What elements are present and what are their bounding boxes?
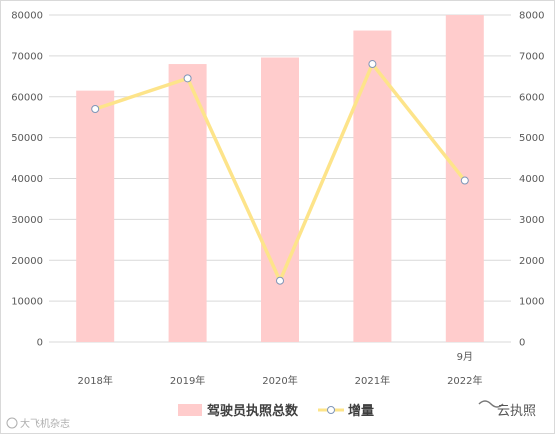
watermark-right-text: 云执照 xyxy=(497,404,536,419)
increment-point-2022年 xyxy=(460,176,469,185)
watermark-left: 大飞机杂志 xyxy=(6,417,70,430)
legend-label-line: 增量 xyxy=(348,403,374,419)
watermark-logo-icon xyxy=(6,417,18,429)
bar-2021年 xyxy=(353,30,392,342)
x-tick-label: 2022年 xyxy=(447,374,482,387)
y-left-tick-label: 60000 xyxy=(11,92,43,103)
y-right-tick-label: 3000 xyxy=(519,215,544,226)
bar-2019年 xyxy=(168,64,207,343)
y-left-tick-label: 20000 xyxy=(11,256,43,267)
legend-swatch-marker xyxy=(327,406,335,414)
y-left-tick-label: 80000 xyxy=(11,11,43,22)
increment-point-2019年 xyxy=(183,74,192,83)
y-right-tick-label: 4000 xyxy=(519,174,544,185)
increment-line xyxy=(91,60,469,285)
y-axis-left: 0 10000 20000 30000 40000 50000 60000 70000 8000… xyxy=(11,11,43,349)
x-tick-label: 2019年 xyxy=(170,374,205,387)
y-right-tick-label: 6000 xyxy=(519,92,544,103)
y-left-tick-label: 70000 xyxy=(11,51,43,62)
y-right-tick-label: 8000 xyxy=(519,11,544,22)
y-right-tick-label: 2000 xyxy=(519,256,544,267)
increment-point-2020年 xyxy=(276,276,284,285)
y-left-tick-label: 10000 xyxy=(11,297,43,308)
x-tick-label: 2018年 xyxy=(77,374,112,387)
increment-point-2018年 xyxy=(91,105,100,114)
y-left-tick-label: 0 xyxy=(37,338,43,349)
wechat-icon xyxy=(478,400,504,408)
bar-2020年 xyxy=(261,57,299,342)
legend: 驾驶员执照总数 增量 xyxy=(178,403,374,419)
y-left-tick-label: 30000 xyxy=(11,215,43,226)
y-right-tick-label: 5000 xyxy=(519,133,544,144)
x-axis: 2018年 2019年 2020年 2021年 2022年 9月 xyxy=(77,351,482,387)
x-tick-annotation: 9月 xyxy=(457,351,473,363)
watermark-right: 云执照 xyxy=(478,400,536,419)
y-right-tick-label: 1000 xyxy=(519,297,544,308)
legend-label-bar: 驾驶员执照总数 xyxy=(207,403,299,419)
increment-point-2021年 xyxy=(368,60,377,69)
y-left-tick-label: 40000 xyxy=(11,174,43,185)
y-left-tick-label: 50000 xyxy=(11,133,43,144)
y-axis-right: 0 1000 2000 3000 4000 5000 6000 7000 8000 xyxy=(519,11,544,349)
legend-swatch-bar xyxy=(178,404,202,416)
watermark-left-text: 大飞机杂志 xyxy=(20,417,70,430)
x-tick-label: 2021年 xyxy=(355,374,390,387)
bar-2018年 xyxy=(76,90,115,343)
y-right-tick-label: 7000 xyxy=(519,51,544,62)
y-right-tick-label: 0 xyxy=(519,338,525,349)
x-tick-label: 2020年 xyxy=(262,374,297,387)
